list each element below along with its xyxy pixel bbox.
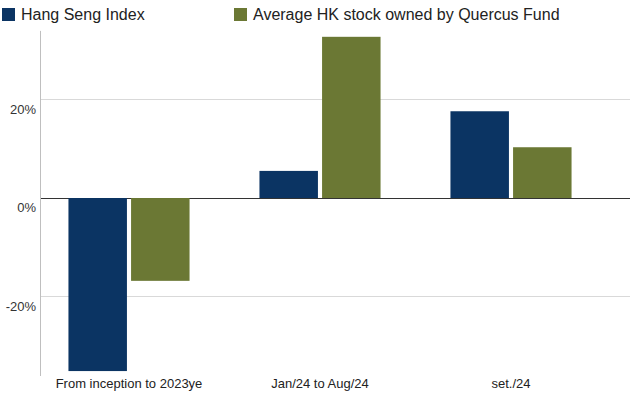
bar [322, 37, 380, 198]
x-tick: From inception to 2023ye [56, 376, 203, 391]
legend-swatch [234, 8, 247, 21]
bars [68, 37, 571, 371]
x-tick-label: Jan/24 to Aug/24 [271, 376, 369, 391]
x-tick: Jan/24 to Aug/24 [271, 376, 369, 391]
y-axis-line [40, 31, 41, 376]
y-tick-label: -20% [6, 299, 37, 314]
bar-series [68, 111, 508, 371]
bar [131, 198, 189, 281]
x-tick-label: set./24 [491, 376, 530, 391]
y-tick: -20% [6, 297, 40, 314]
x-axis: From inception to 2023ye Jan/24 to Aug/24… [56, 376, 531, 391]
y-tick-label: 0% [17, 200, 36, 215]
y-tick-label: 20% [10, 102, 36, 117]
bar-series [131, 37, 571, 281]
bar [259, 171, 317, 198]
legend-label: Average HK stock owned by Quercus Fund [253, 6, 560, 23]
x-tick-label: From inception to 2023ye [56, 376, 203, 391]
bar [513, 147, 571, 198]
y-tick: 0% [17, 199, 40, 216]
bar [68, 198, 126, 371]
y-axis: -20% 0% 20% [6, 31, 41, 376]
chart: -20% 0% 20% From inception to 2023ye Jan/24 … [0, 0, 640, 396]
x-tick: set./24 [491, 376, 530, 391]
legend-item: Average HK stock owned by Quercus Fund [234, 6, 560, 23]
grid-line [40, 296, 630, 297]
bar [450, 111, 508, 198]
legend-item: Hang Seng Index [2, 6, 145, 23]
legend-label: Hang Seng Index [21, 6, 145, 23]
legend: Hang Seng Index Average HK stock owned by… [2, 6, 560, 23]
legend-swatch [2, 8, 15, 21]
y-tick: 20% [10, 100, 40, 117]
